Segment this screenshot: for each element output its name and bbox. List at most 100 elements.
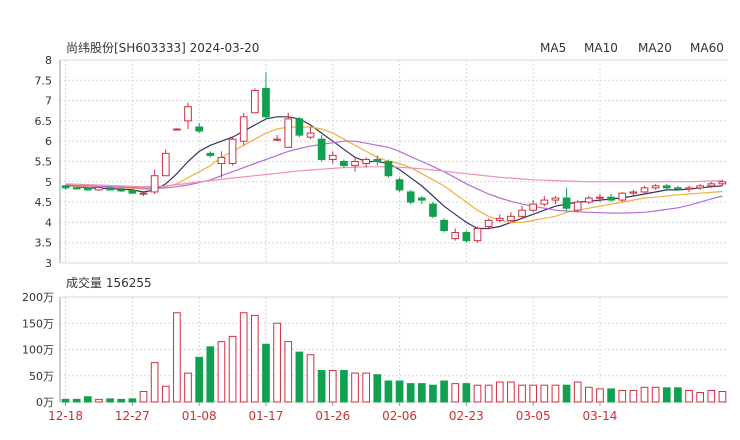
ma20-line bbox=[65, 140, 723, 214]
candle-body bbox=[462, 232, 471, 242]
candle bbox=[262, 72, 270, 119]
volume-bar bbox=[106, 398, 114, 403]
candle bbox=[629, 189, 638, 197]
candle-body bbox=[306, 132, 315, 138]
volume-bar bbox=[417, 383, 426, 403]
candle-body bbox=[651, 185, 660, 189]
candle bbox=[607, 193, 615, 203]
volume-bar bbox=[518, 384, 526, 403]
volume-bar bbox=[618, 389, 627, 403]
candle bbox=[284, 112, 293, 148]
candle-body bbox=[328, 154, 337, 160]
legend-ma20: MA20 bbox=[638, 41, 672, 55]
volume-y-tick: 50万 bbox=[29, 370, 54, 383]
volume-bar bbox=[184, 372, 192, 403]
volume-bar bbox=[61, 398, 70, 403]
candle-body bbox=[429, 203, 437, 217]
x-tick-label: 12-27 bbox=[115, 409, 150, 423]
candle bbox=[651, 183, 660, 190]
candle bbox=[507, 212, 515, 223]
candle-body bbox=[551, 197, 560, 201]
candle-body bbox=[228, 138, 237, 165]
legend-ma10: MA10 bbox=[584, 41, 618, 55]
candle bbox=[95, 186, 103, 191]
candle-body bbox=[184, 106, 192, 122]
volume-bar bbox=[406, 383, 415, 403]
candle bbox=[495, 214, 504, 223]
volume-y-tick: 200万 bbox=[22, 291, 54, 304]
price-y-tick: 5.5 bbox=[35, 156, 53, 169]
x-tick-label: 01-26 bbox=[315, 409, 350, 423]
candle bbox=[462, 230, 471, 243]
candle-body bbox=[596, 196, 604, 199]
price-y-axis: 8 7.5 7 6.5 6 5.5 5 4.5 4 3.5 3 bbox=[35, 54, 61, 270]
volume-bar bbox=[584, 386, 593, 403]
volume-bar bbox=[462, 383, 471, 403]
legend-ma5: MA5 bbox=[540, 41, 566, 55]
candle-body bbox=[451, 232, 460, 240]
candle bbox=[529, 200, 538, 213]
x-tick-label: 03-05 bbox=[516, 409, 551, 423]
candle-body bbox=[250, 89, 259, 114]
volume-bar bbox=[718, 391, 727, 403]
candle-body bbox=[395, 179, 404, 191]
candle-body bbox=[507, 215, 515, 221]
candle-body bbox=[473, 227, 482, 242]
candle-body bbox=[662, 185, 671, 189]
candle-body bbox=[607, 196, 615, 201]
candle-body bbox=[484, 219, 493, 227]
volume-bar bbox=[651, 386, 660, 403]
candle-body bbox=[674, 187, 682, 190]
x-tick-label: 01-08 bbox=[182, 409, 217, 423]
candle-body bbox=[273, 138, 281, 141]
candle-body bbox=[95, 186, 103, 191]
candle-body bbox=[685, 187, 693, 190]
candle bbox=[362, 157, 371, 168]
candle bbox=[184, 102, 192, 130]
volume-bar bbox=[328, 370, 337, 403]
candle bbox=[239, 112, 248, 146]
candle-body bbox=[239, 116, 248, 142]
candle bbox=[72, 186, 81, 190]
candle bbox=[206, 151, 215, 158]
volume-bar bbox=[195, 356, 204, 403]
volume-y-tick: 100万 bbox=[22, 344, 54, 357]
candle-body bbox=[340, 161, 348, 167]
volume-bar bbox=[250, 314, 259, 403]
candle-body bbox=[61, 185, 70, 189]
candle bbox=[250, 88, 259, 114]
chart-title: 尚纬股份[SH603333] 2024-03-20 bbox=[66, 41, 259, 55]
candle-body bbox=[284, 118, 293, 148]
candle bbox=[484, 218, 493, 229]
candle-body bbox=[562, 197, 571, 209]
candle bbox=[173, 128, 181, 131]
volume-bar bbox=[83, 396, 92, 403]
candle-body bbox=[106, 187, 114, 191]
volume-bar bbox=[340, 370, 348, 403]
volume-y-tick: 0万 bbox=[36, 396, 54, 409]
candle-body bbox=[83, 187, 92, 191]
ma60-line bbox=[65, 166, 723, 188]
candle-body bbox=[707, 183, 716, 187]
candle-body bbox=[128, 190, 137, 194]
candle bbox=[61, 185, 70, 190]
volume-bars bbox=[61, 312, 727, 403]
price-grid bbox=[60, 59, 728, 264]
candle bbox=[518, 206, 526, 219]
candle bbox=[584, 196, 593, 205]
volume-grid bbox=[60, 296, 728, 403]
candle bbox=[195, 122, 204, 134]
candle bbox=[317, 135, 326, 162]
candle bbox=[228, 137, 237, 166]
volume-bar bbox=[529, 384, 538, 403]
x-tick-label: 02-23 bbox=[449, 409, 484, 423]
candle-body bbox=[640, 187, 649, 193]
volume-bar bbox=[451, 383, 460, 403]
volume-bar bbox=[373, 374, 382, 403]
candle-body bbox=[696, 185, 705, 189]
candle-body bbox=[217, 156, 226, 165]
volume-bar bbox=[429, 384, 437, 403]
volume-bar bbox=[150, 362, 159, 403]
candle bbox=[83, 187, 92, 191]
candle bbox=[417, 196, 426, 205]
